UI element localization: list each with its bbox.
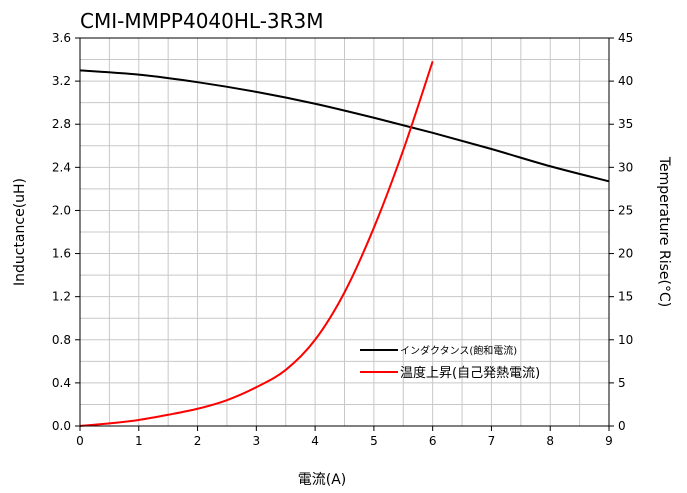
y2-tick-label: 30: [618, 160, 633, 174]
y2-tick-label: 20: [618, 247, 633, 261]
y-axis-label: Inductance(uH): [12, 178, 28, 286]
series-line-temperature: [79, 60, 434, 427]
x-tick-label: 4: [311, 434, 319, 448]
y-tick-label: 1.6: [52, 247, 71, 261]
x-axis-label: 電流(A): [298, 472, 347, 488]
grid: [80, 38, 609, 426]
legend-label-inductance: インダクタンス(飽和電流): [400, 344, 517, 357]
y-tick-label: 2.8: [52, 117, 71, 131]
y-tick-label: 3.6: [52, 31, 71, 45]
x-tick-label: 3: [253, 434, 261, 448]
ticks-layer: 0 1 2 3 4 5 6 7 8 90.00.40.81.21.62.02.42.83.23.6…: [52, 31, 633, 448]
plot-frame: [79, 37, 610, 427]
x-tick-label: 1: [135, 434, 143, 448]
x-tick-label: 6: [429, 434, 437, 448]
y2-axis-label: Temperature Rise(°C): [656, 156, 672, 307]
series-layer: [79, 60, 610, 427]
chart-title: CMI-MMPP4040HL-3R3M: [80, 9, 324, 33]
y-tick-label: 0.8: [52, 333, 71, 347]
y-tick-label: 0.4: [52, 376, 71, 390]
y2-tick-label: 5: [618, 376, 626, 390]
x-tick-label: 9: [605, 434, 613, 448]
x-tick-label: 8: [546, 434, 554, 448]
y2-tick-label: 25: [618, 203, 633, 217]
y-tick-label: 3.2: [52, 74, 71, 88]
y2-tick-label: 0: [618, 419, 626, 433]
y2-tick-label: 40: [618, 74, 633, 88]
legend: インダクタンス(飽和電流) 温度上昇(自己発熱電流): [360, 344, 540, 381]
y-tick-label: 1.2: [52, 290, 71, 304]
x-tick-label: 2: [194, 434, 202, 448]
x-tick-label: 5: [370, 434, 378, 448]
y-tick-label: 2.0: [52, 203, 71, 217]
series-line-inductance: [79, 69, 610, 183]
y2-tick-label: 15: [618, 290, 633, 304]
y2-tick-label: 10: [618, 333, 633, 347]
y-tick-label: 2.4: [52, 160, 71, 174]
x-tick-label: 0: [76, 434, 84, 448]
legend-label-temperature: 温度上昇(自己発熱電流): [400, 365, 540, 381]
y-tick-label: 0.0: [52, 419, 71, 433]
x-tick-label: 7: [488, 434, 496, 448]
y2-tick-label: 35: [618, 117, 633, 131]
y2-tick-label: 45: [618, 31, 633, 45]
